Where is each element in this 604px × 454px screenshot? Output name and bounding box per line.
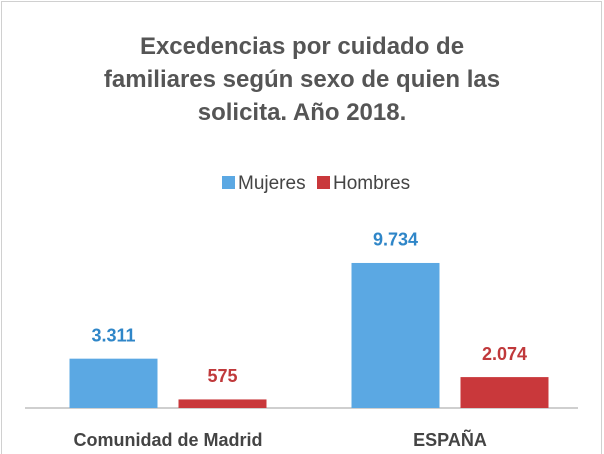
value-label: 3.311: [91, 325, 135, 345]
x-tick-label: ESPAÑA: [413, 429, 487, 450]
legend-swatch: [317, 176, 330, 189]
chart-title: Excedencias por cuidado de familiares se…: [103, 33, 501, 126]
value-label: 575: [207, 366, 237, 386]
legend-label: Mujeres: [238, 173, 306, 194]
bar: [460, 377, 549, 408]
bar: [69, 358, 158, 408]
legend-swatch: [222, 176, 235, 189]
value-label: 2.074: [482, 344, 527, 364]
value-label: 9.734: [373, 230, 418, 250]
x-tick-label: Comunidad de Madrid: [74, 430, 263, 450]
legend-label: Hombres: [333, 173, 410, 194]
bar: [178, 399, 267, 408]
bar: [351, 262, 440, 408]
